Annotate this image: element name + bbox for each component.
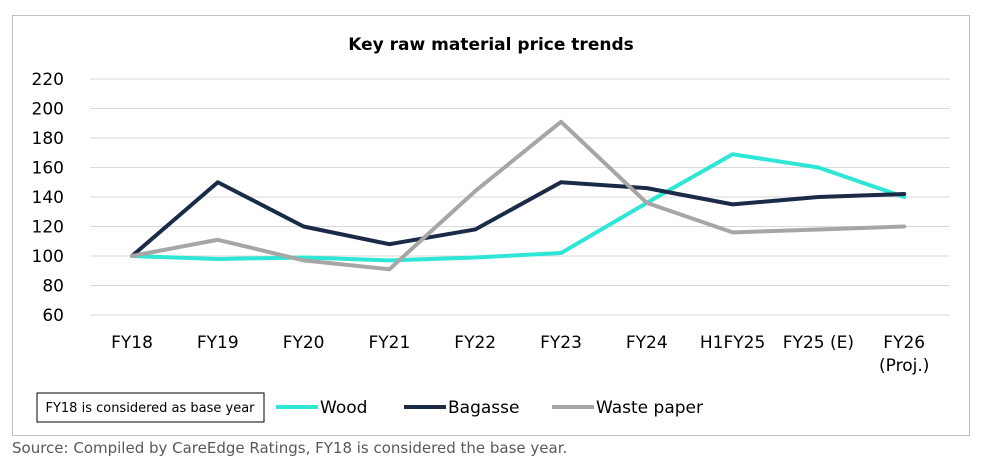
y-tick-label: 80 — [42, 277, 64, 297]
legend-label-waste-paper: Waste paper — [596, 398, 703, 418]
source-note: Source: Compiled by CareEdge Ratings, FY… — [12, 439, 568, 457]
x-tick-label: FY18 — [111, 333, 153, 353]
x-tick-label: FY20 — [283, 333, 325, 353]
x-tick-label: FY24 — [626, 333, 668, 353]
x-tick-label: FY23 — [540, 333, 582, 353]
y-tick-label: 200 — [32, 100, 64, 120]
series-line-bagasse — [130, 180, 907, 258]
x-tick-label: FY21 — [369, 333, 411, 353]
y-tick-label: 220 — [32, 70, 64, 90]
y-tick-label: 140 — [32, 188, 64, 208]
y-tick-label: 60 — [42, 306, 64, 326]
chart-title: Key raw material price trends — [348, 35, 634, 55]
base-year-note: FY18 is considered as base year — [36, 392, 265, 423]
x-tick-label: H1FY25 — [700, 333, 765, 353]
y-axis: 60 80 100 120 140 160 180 200 220 — [32, 70, 64, 326]
series-lines — [130, 119, 907, 272]
x-tick-label: FY25 (E) — [783, 333, 854, 353]
x-tick-label: FY22 — [454, 333, 496, 353]
note-text: FY18 is considered as base year — [45, 401, 255, 416]
chart-frame — [12, 15, 970, 436]
y-tick-label: 180 — [32, 129, 64, 149]
line-chart: Key raw material price trends 60 80 100 120… — [32, 35, 950, 423]
legend-label-bagasse: Bagasse — [448, 398, 519, 418]
x-tick-label: FY26 — [883, 333, 925, 353]
y-tick-label: 100 — [32, 247, 64, 267]
x-tick-label: (Proj.) — [879, 356, 929, 376]
x-tick-label: FY19 — [197, 333, 239, 353]
note-box — [36, 392, 265, 423]
legend-label-wood: Wood — [320, 398, 367, 418]
y-tick-label: 120 — [32, 218, 64, 238]
series-line-wood — [130, 152, 907, 263]
series-line-waste-paper — [130, 119, 907, 272]
y-tick-label: 160 — [32, 159, 64, 179]
x-axis: FY18 FY19 FY20 FY21 FY22 FY23 FY24 H1FY25 FY25 (… — [111, 333, 929, 376]
legend: Wood Bagasse Waste paper — [276, 398, 703, 418]
